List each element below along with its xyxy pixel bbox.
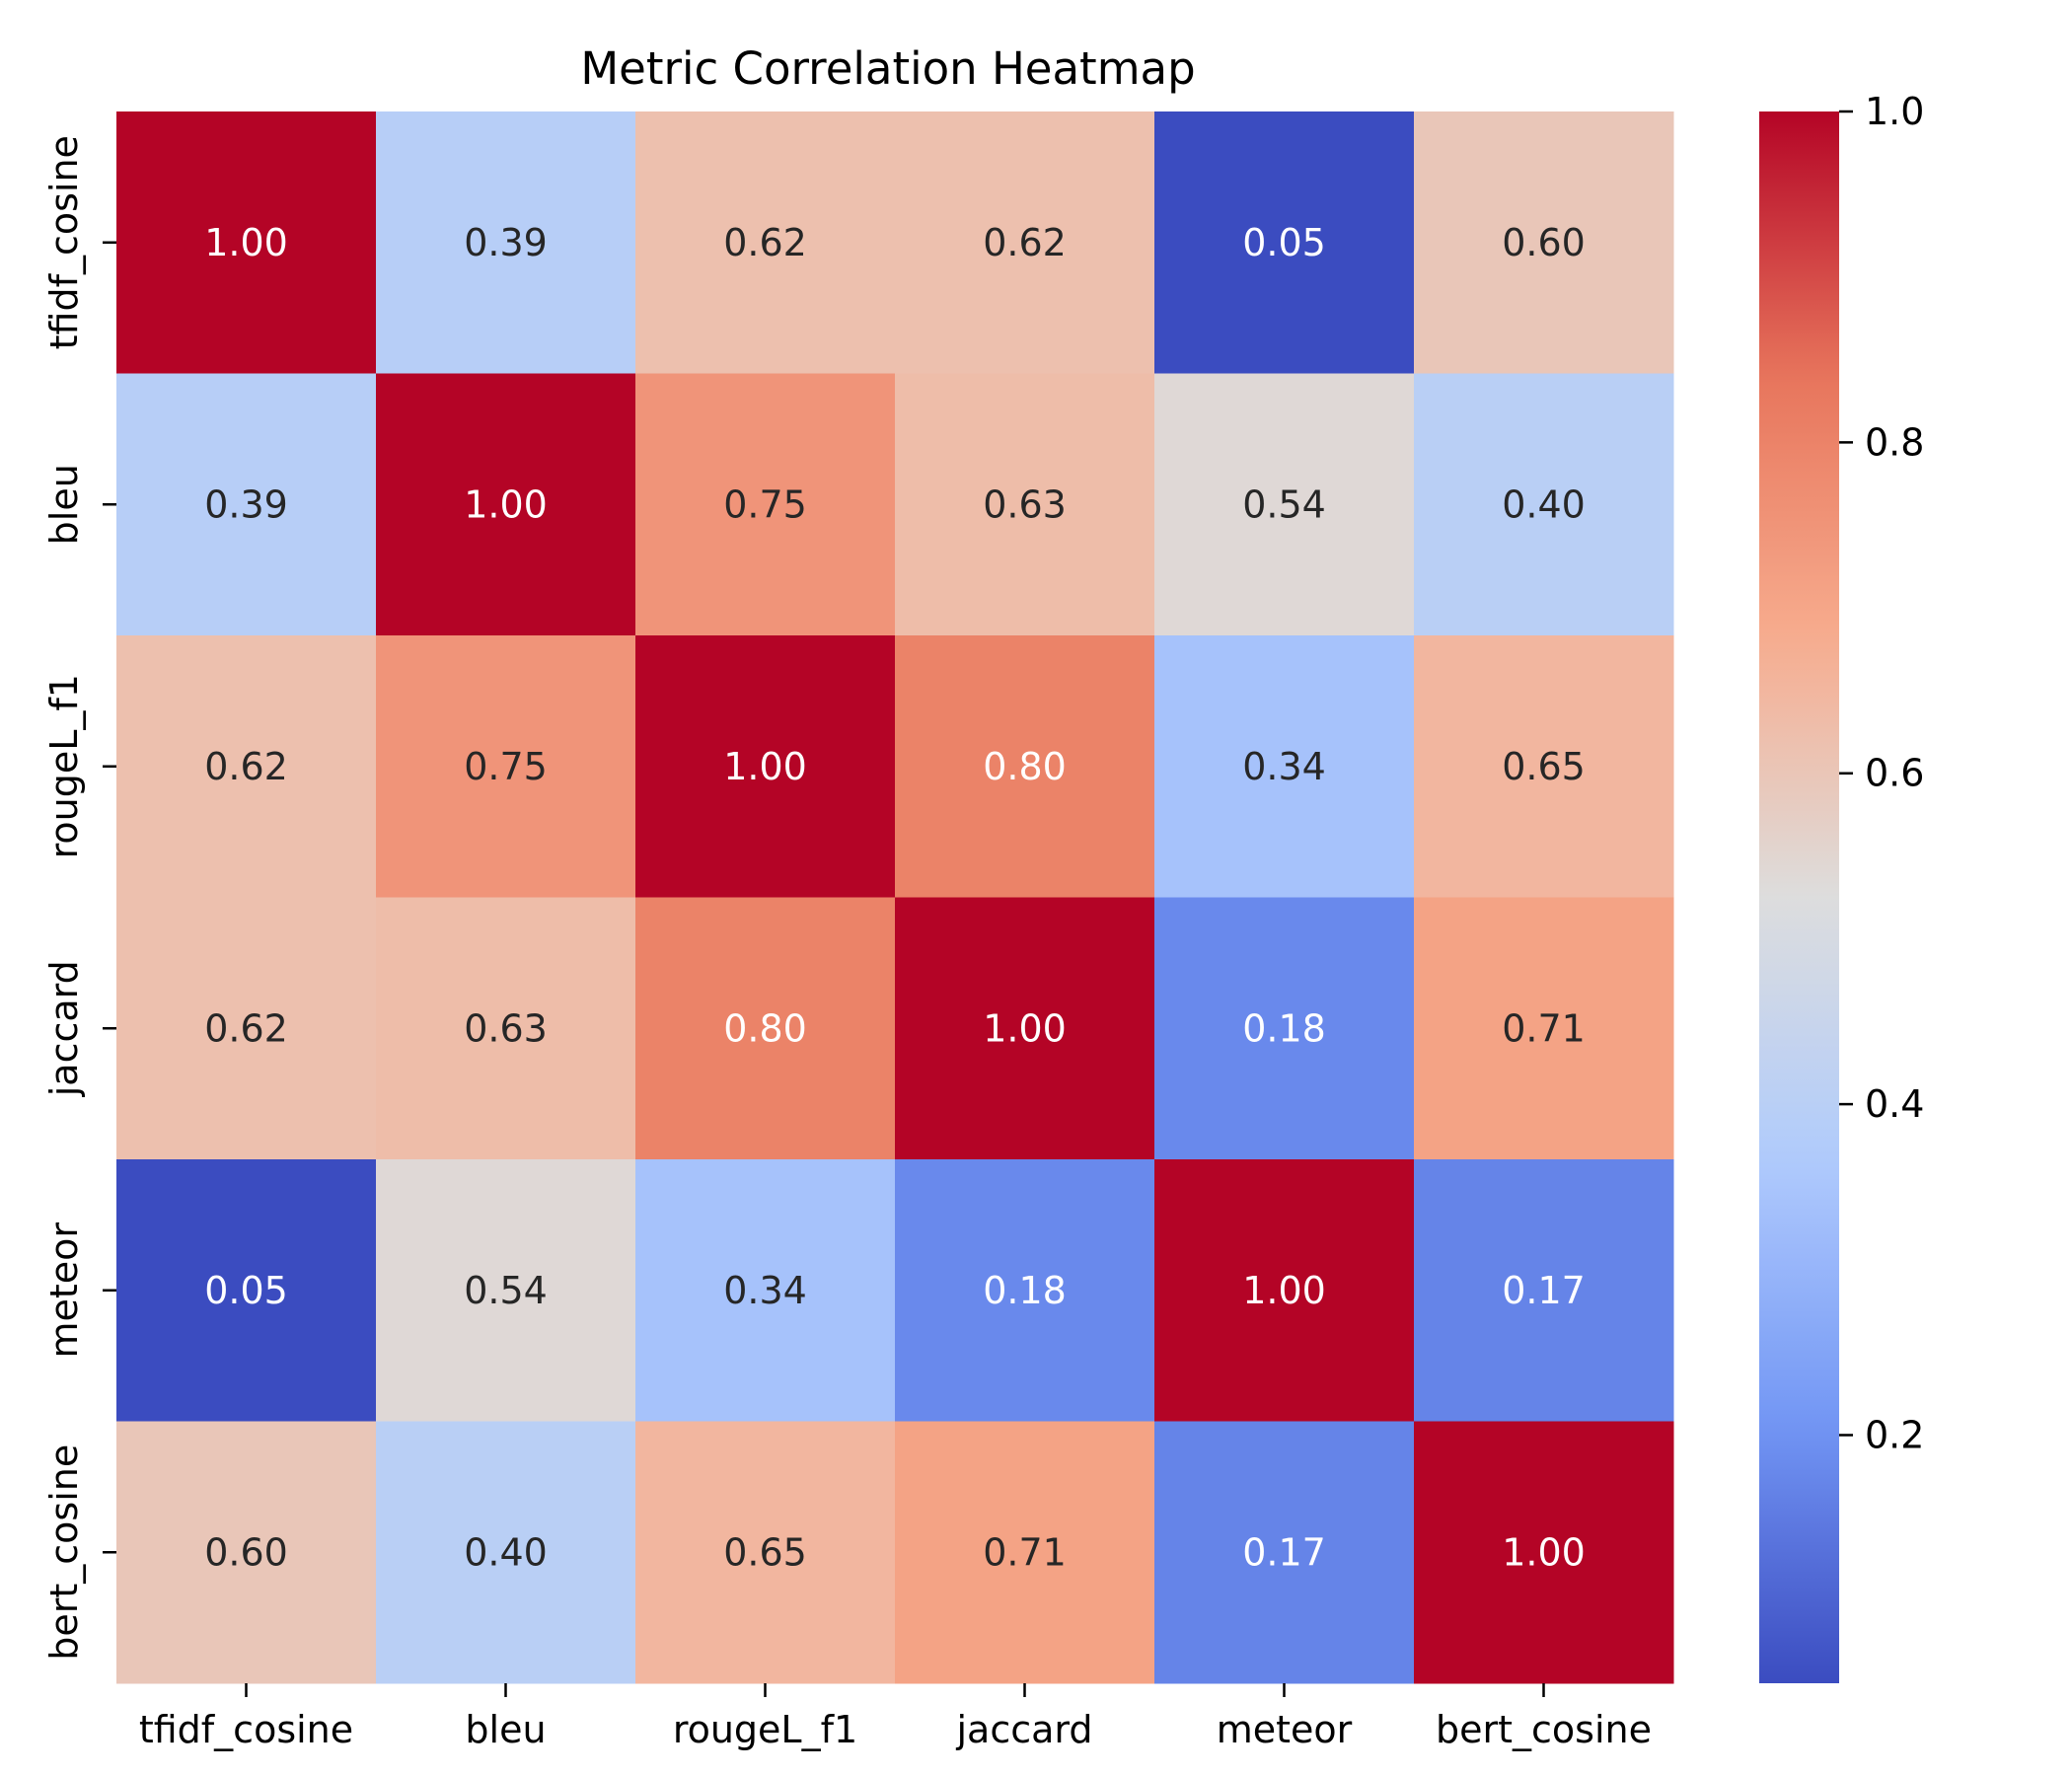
y-tick-label-bleu: bleu <box>42 464 86 545</box>
cell-value-label: 0.62 <box>204 745 288 788</box>
cell-value-label: 0.05 <box>204 1269 288 1312</box>
cell-value-label: 0.18 <box>983 1269 1067 1312</box>
cell-value-label: 0.18 <box>1242 1006 1326 1050</box>
colorbar-tick-label: 0.8 <box>1865 420 1924 464</box>
cell-value-label: 1.00 <box>464 482 548 526</box>
cell-value-label: 0.05 <box>1242 221 1326 264</box>
cell-value-label: 0.71 <box>983 1530 1067 1574</box>
cell-value-label: 0.65 <box>1502 745 1586 788</box>
cell-value-label: 0.34 <box>723 1269 807 1312</box>
cell-value-label: 0.40 <box>1502 482 1586 526</box>
heatmap-cell-bleu-meteor <box>1154 373 1415 636</box>
heatmap-cell-bleu-bert-cosine <box>1414 373 1674 636</box>
cell-value-label: 0.39 <box>464 221 548 264</box>
heatmap-cell-bert-cosine-meteor <box>1154 1421 1415 1684</box>
heatmap-cell-jaccard-tfidf-cosine <box>116 897 377 1160</box>
heatmap-cells <box>116 111 1674 1684</box>
heatmap-cell-tfidf-cosine-bert-cosine <box>1414 111 1674 374</box>
heatmap-cell-rougel-f1-bert-cosine <box>1414 635 1674 898</box>
x-tick-label-meteor: meteor <box>1217 1708 1353 1751</box>
cell-value-label: 0.62 <box>204 1006 288 1050</box>
cell-value-label: 0.54 <box>1242 482 1326 526</box>
colorbar-tick-label: 1.0 <box>1865 90 1924 133</box>
x-tick-label-jaccard: jaccard <box>956 1708 1093 1751</box>
heatmap-cell-rougel-f1-jaccard <box>895 635 1155 898</box>
cell-value-label: 0.17 <box>1502 1269 1586 1312</box>
heatmap-cell-bert-cosine-bert-cosine <box>1414 1421 1674 1684</box>
heatmap-cell-bert-cosine-tfidf-cosine <box>116 1421 377 1684</box>
cell-value-label: 0.75 <box>723 482 807 526</box>
cell-value-label: 0.80 <box>723 1006 807 1050</box>
heatmap-cell-jaccard-rougel-f1 <box>635 897 896 1160</box>
x-tick-label-bert-cosine: bert_cosine <box>1436 1708 1652 1751</box>
cell-value-label: 1.00 <box>1502 1530 1586 1574</box>
heatmap-cell-jaccard-bert-cosine <box>1414 897 1674 1160</box>
heatmap-cell-jaccard-bleu <box>376 897 636 1160</box>
heatmap-cell-meteor-rougel-f1 <box>635 1159 896 1422</box>
heatmap-cell-rougel-f1-rougel-f1 <box>635 635 896 898</box>
cell-value-label: 0.65 <box>723 1530 807 1574</box>
cell-value-label: 0.75 <box>464 745 548 788</box>
heatmap-cell-rougel-f1-tfidf-cosine <box>116 635 377 898</box>
cell-value-label: 0.34 <box>1242 745 1326 788</box>
colorbar: 0.2 0.4 0.6 0.8 1.0 <box>1759 90 1924 1683</box>
colorbar-gradient <box>1759 111 1839 1683</box>
x-tick-label-tfidf-cosine: tfidf_cosine <box>139 1708 353 1751</box>
y-tick-label-meteor: meteor <box>42 1222 86 1359</box>
colorbar-tick-label: 0.2 <box>1865 1413 1924 1456</box>
heatmap-cell-bleu-tfidf-cosine <box>116 373 377 636</box>
cell-value-label: 0.62 <box>983 221 1067 264</box>
heatmap-cell-jaccard-meteor <box>1154 897 1415 1160</box>
cell-value-label: 0.62 <box>723 221 807 264</box>
heatmap-cell-rougel-f1-meteor <box>1154 635 1415 898</box>
cell-value-label: 0.39 <box>204 482 288 526</box>
colorbar-tick-label: 0.4 <box>1865 1082 1924 1126</box>
heatmap-cell-bleu-jaccard <box>895 373 1155 636</box>
cell-value-label: 0.40 <box>464 1530 548 1574</box>
heatmap-cell-jaccard-jaccard <box>895 897 1155 1160</box>
y-tick-label-rougel-f1: rougeL_f1 <box>42 674 86 858</box>
chart-title: Metric Correlation Heatmap <box>580 42 1195 95</box>
cell-value-label: 1.00 <box>204 221 288 264</box>
heatmap-cell-meteor-jaccard <box>895 1159 1155 1422</box>
x-tick-label-rougel-f1: rougeL_f1 <box>673 1708 857 1751</box>
cell-value-label: 1.00 <box>1242 1269 1326 1312</box>
heatmap-cell-bleu-bleu <box>376 373 636 636</box>
heatmap-cell-bert-cosine-rougel-f1 <box>635 1421 896 1684</box>
heatmap-cell-tfidf-cosine-tfidf-cosine <box>116 111 377 374</box>
heatmap-cell-tfidf-cosine-jaccard <box>895 111 1155 374</box>
cell-value-label: 0.80 <box>983 745 1067 788</box>
cell-annotations: 1.00 0.39 0.62 0.62 0.05 0.60 0.39 1.00 0.75 0.63… <box>204 221 1586 1575</box>
heatmap-cell-rougel-f1-bleu <box>376 635 636 898</box>
heatmap-cell-meteor-bleu <box>376 1159 636 1422</box>
heatmap-cell-meteor-tfidf-cosine <box>116 1159 377 1422</box>
cell-value-label: 0.54 <box>464 1269 548 1312</box>
cell-value-label: 0.63 <box>983 482 1067 526</box>
heatmap-cell-tfidf-cosine-meteor <box>1154 111 1415 374</box>
cell-value-label: 1.00 <box>983 1006 1067 1050</box>
y-tick-label-bert-cosine: bert_cosine <box>42 1444 86 1661</box>
cell-value-label: 0.17 <box>1242 1530 1326 1574</box>
y-tick-label-tfidf-cosine: tfidf_cosine <box>42 135 86 349</box>
heatmap-cell-tfidf-cosine-bleu <box>376 111 636 374</box>
colorbar-tick-label: 0.6 <box>1865 752 1924 795</box>
x-tick-label-bleu: bleu <box>465 1708 546 1751</box>
y-tick-label-jaccard: jaccard <box>42 960 86 1097</box>
heatmap-cell-bleu-rougel-f1 <box>635 373 896 636</box>
x-axis: tfidf_cosine bleu rougeL_f1 jaccard meteor be… <box>139 1683 1652 1751</box>
heatmap-cell-meteor-bert-cosine <box>1414 1159 1674 1422</box>
heatmap-cell-meteor-meteor <box>1154 1159 1415 1422</box>
heatmap-cell-tfidf-cosine-rougel-f1 <box>635 111 896 374</box>
heatmap-cell-bert-cosine-jaccard <box>895 1421 1155 1684</box>
cell-value-label: 1.00 <box>723 745 807 788</box>
cell-value-label: 0.60 <box>204 1530 288 1574</box>
cell-value-label: 0.63 <box>464 1006 548 1050</box>
heatmap-cell-bert-cosine-bleu <box>376 1421 636 1684</box>
cell-value-label: 0.60 <box>1502 221 1586 264</box>
cell-value-label: 0.71 <box>1502 1006 1586 1050</box>
